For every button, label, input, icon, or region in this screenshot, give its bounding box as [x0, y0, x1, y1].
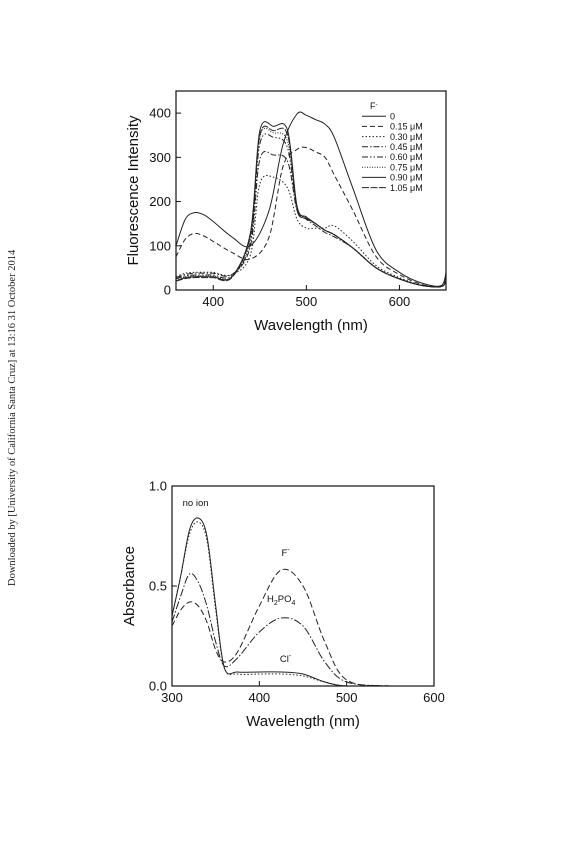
x-tick-label: 500	[295, 294, 317, 309]
series-line-2	[176, 146, 446, 288]
curve-annotation: F-	[281, 547, 290, 559]
legend-label: 0.45 μM	[390, 142, 423, 152]
x-tick-label: 300	[161, 690, 183, 705]
y-tick-label: 1.0	[149, 479, 167, 494]
legend-title: F-	[370, 101, 378, 111]
series-group	[172, 517, 434, 686]
legend-label: 0.15 μM	[390, 122, 423, 132]
series-line-5	[176, 133, 446, 288]
chart-2: 300 400 500 600 0.0 0.5 1.0 Wavelength (nm) Abso…	[121, 479, 445, 731]
series-line-2	[172, 568, 434, 686]
legend-title-sup: -	[376, 101, 378, 108]
legend-label: 0.60 μM	[390, 152, 423, 162]
x-tick-label: 500	[336, 690, 358, 705]
curve-annotation: H2PO4	[267, 594, 296, 607]
series-line-8	[176, 125, 446, 288]
y-tick-label: 100	[149, 238, 171, 253]
y-tick-label: 0	[164, 283, 171, 298]
x-axis-title: Wavelength (nm)	[254, 317, 368, 334]
y-axis-title: Absorbance	[121, 546, 138, 626]
y-axis-title: Fluorescence Intensity	[125, 115, 142, 266]
curve-annotation: no ion	[183, 498, 209, 509]
series-line-4	[172, 521, 434, 686]
x-axis-title: Wavelength (nm)	[246, 713, 360, 730]
x-tick-label: 400	[248, 690, 270, 705]
legend-label: 1.05 μM	[390, 183, 423, 193]
legend-label: 0.90 μM	[390, 173, 423, 183]
x-tick-label: 400	[202, 294, 224, 309]
legend-label: 0.30 μM	[390, 132, 423, 142]
plot-frame	[175, 90, 447, 291]
legend: F- 00.15 μM0.30 μM0.45 μM0.60 μM0.75 μM0.…	[362, 101, 423, 193]
series-line-3	[172, 572, 434, 686]
y-tick-label: 200	[149, 194, 171, 209]
y-tick-label: 400	[149, 106, 171, 121]
x-tick-label: 600	[423, 690, 445, 705]
legend-label: 0	[390, 111, 395, 121]
y-tick-label: 0.0	[149, 679, 167, 694]
series-line-1	[172, 517, 434, 686]
y-tick-label: 0.5	[149, 579, 167, 594]
y-tick-label: 300	[149, 150, 171, 165]
series-group	[176, 111, 446, 288]
legend-label: 0.75 μM	[390, 162, 423, 172]
series-line-1	[176, 111, 446, 287]
x-tick-label: 600	[389, 294, 411, 309]
chart-1: 400 500 600 0 100 200 300 400 Wavelength (nm) Flu…	[125, 90, 447, 334]
curve-annotation: Cl-	[280, 653, 292, 665]
